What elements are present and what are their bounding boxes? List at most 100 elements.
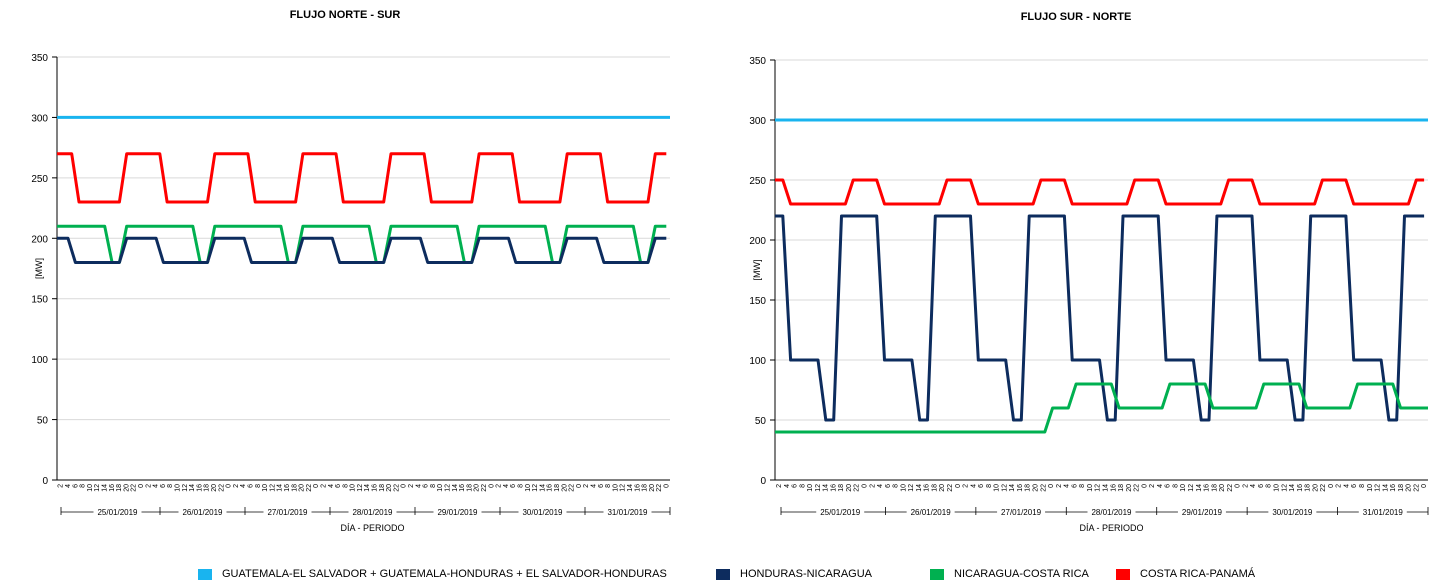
x-tick-label: 8 [1172, 484, 1179, 488]
series-line-3 [57, 224, 667, 264]
x-tick-label: 0 [1235, 484, 1242, 488]
day-label-bg [997, 507, 1046, 517]
x-tick-label: 6 [1165, 484, 1172, 488]
x-tick-label: 0 [1141, 484, 1148, 488]
x-tick-label: 10 [437, 484, 444, 492]
y-tick-label: 150 [31, 295, 48, 306]
x-tick-label: 4 [240, 484, 247, 488]
x-tick-label: 16 [109, 484, 116, 492]
x-tick-label: 4 [970, 484, 977, 488]
legend-label-nicaragua-costa-rica: NICARAGUA-COSTA RICA [954, 568, 1089, 580]
x-tick-label: 2 [496, 484, 503, 488]
x-tick-label: 20 [846, 484, 853, 492]
x-tick-label: 2 [58, 484, 65, 488]
x-tick-label: 20 [299, 484, 306, 492]
x-tick-label: 12 [182, 484, 189, 492]
x-tick-label: 8 [605, 484, 612, 488]
day-label: 26/01/2019 [182, 508, 223, 517]
series-line-3 [775, 214, 1425, 422]
x-tick-label: 12 [94, 484, 101, 492]
x-tick-label: 0 [576, 484, 583, 488]
day-label-bg [603, 507, 652, 517]
x-tick-label: 0 [401, 484, 408, 488]
legend-item-costa-rica-panama[interactable]: COSTA RICA-PANAMÁ [1116, 568, 1255, 580]
x-tick-label: 4 [877, 484, 884, 488]
x-tick-label: 8 [986, 484, 993, 488]
x-tick-label: 6 [247, 484, 254, 488]
x-tick-label: 20 [1219, 484, 1226, 492]
chart-panel-1: FLUJO NORTE - SUR050100150200250300350[M… [31, 9, 670, 533]
x-tick-label: 0 [226, 484, 233, 488]
x-tick-label: 0 [1328, 484, 1335, 488]
x-tick-label: 4 [590, 484, 597, 488]
legend-item-guatemala-el-salvador[interactable]: GUATEMALA-EL SALVADOR + GUATEMALA-HONDUR… [198, 568, 667, 580]
charts-canvas: FLUJO NORTE - SUR050100150200250300350[M… [31, 9, 1429, 533]
x-tick-label: 10 [350, 484, 357, 492]
day-label-bg [433, 507, 482, 517]
x-tick-label: 16 [372, 484, 379, 492]
x-tick-label: 18 [116, 484, 123, 492]
x-tick-label: 20 [123, 484, 130, 492]
y-tick-label: 250 [31, 174, 48, 185]
x-tick-label: 22 [481, 484, 488, 492]
legend-label-honduras-nicaragua: HONDURAS-NICARAGUA [740, 568, 873, 580]
legend-swatch-honduras-nicaragua [716, 568, 730, 580]
y-tick-label: 350 [749, 56, 766, 67]
x-tick-label: 6 [885, 484, 892, 488]
series-line-4 [57, 236, 667, 264]
x-tick-label: 12 [357, 484, 364, 492]
x-tick-label: 22 [306, 484, 313, 492]
x-tick-label: 10 [1087, 484, 1094, 492]
x-tick-label: 0 [663, 484, 670, 488]
y-tick-label: 0 [42, 476, 48, 487]
x-tick-label: 4 [415, 484, 422, 488]
x-tick-label: 0 [138, 484, 145, 488]
x-tick-label: 16 [1017, 484, 1024, 492]
x-tick-label: 6 [1258, 484, 1265, 488]
day-label-bg [1268, 507, 1317, 517]
x-tick-label: 20 [1312, 484, 1319, 492]
y-tick-label: 200 [31, 234, 48, 245]
x-tick-label: 16 [924, 484, 931, 492]
x-tick-label: 16 [830, 484, 837, 492]
x-tick-label: 2 [145, 484, 152, 488]
x-tick-label: 22 [218, 484, 225, 492]
day-label-bg [348, 507, 397, 517]
x-tick-label: 22 [854, 484, 861, 492]
x-tick-label: 0 [313, 484, 320, 488]
legend-label-guatemala-el-salvador: GUATEMALA-EL SALVADOR + GUATEMALA-HONDUR… [222, 568, 667, 580]
x-tick-label: 12 [1188, 484, 1195, 492]
x-tick-label: 8 [80, 484, 87, 488]
legend-item-nicaragua-costa-rica[interactable]: NICARAGUA-COSTA RICA [930, 568, 1089, 580]
x-tick-label: 2 [583, 484, 590, 488]
x-tick-label: 8 [1359, 484, 1366, 488]
x-tick-label: 2 [408, 484, 415, 488]
day-label: 31/01/2019 [1363, 508, 1404, 517]
y-tick-label: 250 [749, 176, 766, 187]
day-label: 25/01/2019 [97, 508, 138, 517]
x-tick-label: 10 [807, 484, 814, 492]
x-tick-label: 18 [931, 484, 938, 492]
day-label: 30/01/2019 [1272, 508, 1313, 517]
x-tick-label: 14 [1382, 484, 1389, 492]
x-tick-label: 6 [160, 484, 167, 488]
x-tick-label: 22 [1040, 484, 1047, 492]
x-tick-label: 16 [547, 484, 554, 492]
day-label: 27/01/2019 [1001, 508, 1042, 517]
x-tick-label: 12 [908, 484, 915, 492]
x-tick-label: 14 [364, 484, 371, 492]
x-tick-label: 6 [335, 484, 342, 488]
legend-item-honduras-nicaragua[interactable]: HONDURAS-NICARAGUA [716, 568, 872, 580]
x-tick-label: 8 [167, 484, 174, 488]
x-tick-label: 2 [963, 484, 970, 488]
x-tick-label: 10 [87, 484, 94, 492]
x-tick-label: 0 [955, 484, 962, 488]
x-tick-label: 14 [1102, 484, 1109, 492]
chart-title: FLUJO SUR - NORTE [1021, 11, 1132, 23]
day-label: 31/01/2019 [607, 508, 648, 517]
x-tick-label: 8 [342, 484, 349, 488]
x-tick-label: 22 [1413, 484, 1420, 492]
x-tick-label: 20 [1126, 484, 1133, 492]
x-tick-label: 18 [1211, 484, 1218, 492]
x-tick-label: 6 [423, 484, 430, 488]
